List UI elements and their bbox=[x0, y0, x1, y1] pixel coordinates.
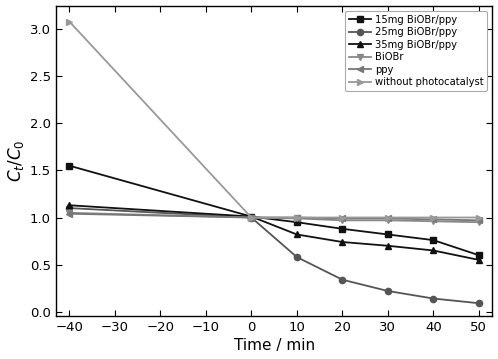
without photocatalyst bbox=[294, 215, 300, 220]
ppy bbox=[430, 217, 436, 222]
15mg BiOBr/ppy bbox=[385, 232, 391, 237]
ppy bbox=[385, 216, 391, 220]
BiOBr bbox=[294, 216, 300, 220]
25mg BiOBr/ppy bbox=[294, 255, 300, 259]
35mg BiOBr/ppy bbox=[339, 240, 345, 244]
ppy bbox=[249, 215, 254, 220]
25mg BiOBr/ppy bbox=[339, 278, 345, 282]
Line: 15mg BiOBr/ppy: 15mg BiOBr/ppy bbox=[66, 163, 482, 258]
25mg BiOBr/ppy bbox=[66, 206, 72, 210]
BiOBr bbox=[339, 218, 345, 223]
Line: ppy: ppy bbox=[66, 211, 482, 223]
35mg BiOBr/ppy bbox=[430, 248, 436, 253]
15mg BiOBr/ppy bbox=[66, 164, 72, 168]
ppy bbox=[339, 216, 345, 220]
25mg BiOBr/ppy bbox=[385, 289, 391, 293]
without photocatalyst bbox=[476, 215, 482, 220]
ppy bbox=[66, 211, 72, 216]
15mg BiOBr/ppy bbox=[249, 214, 254, 219]
Line: 35mg BiOBr/ppy: 35mg BiOBr/ppy bbox=[66, 202, 482, 263]
without photocatalyst bbox=[249, 215, 254, 220]
35mg BiOBr/ppy bbox=[385, 244, 391, 248]
25mg BiOBr/ppy bbox=[476, 301, 482, 306]
15mg BiOBr/ppy bbox=[476, 253, 482, 257]
BiOBr bbox=[430, 219, 436, 223]
without photocatalyst bbox=[66, 19, 72, 24]
Line: BiOBr: BiOBr bbox=[66, 210, 482, 225]
without photocatalyst bbox=[339, 215, 345, 220]
35mg BiOBr/ppy bbox=[66, 203, 72, 208]
without photocatalyst bbox=[430, 215, 436, 220]
without photocatalyst bbox=[385, 215, 391, 220]
25mg BiOBr/ppy bbox=[430, 297, 436, 301]
15mg BiOBr/ppy bbox=[339, 227, 345, 231]
15mg BiOBr/ppy bbox=[294, 220, 300, 224]
BiOBr bbox=[249, 215, 254, 220]
Line: without photocatalyst: without photocatalyst bbox=[66, 18, 482, 221]
Y-axis label: $C_t$/$C_0$: $C_t$/$C_0$ bbox=[5, 140, 25, 182]
X-axis label: Time / min: Time / min bbox=[234, 339, 315, 354]
Legend: 15mg BiOBr/ppy, 25mg BiOBr/ppy, 35mg BiOBr/ppy, BiOBr, ppy, without photocatalys: 15mg BiOBr/ppy, 25mg BiOBr/ppy, 35mg BiO… bbox=[345, 10, 488, 91]
25mg BiOBr/ppy bbox=[249, 215, 254, 220]
35mg BiOBr/ppy bbox=[476, 258, 482, 262]
BiOBr bbox=[476, 220, 482, 224]
35mg BiOBr/ppy bbox=[249, 214, 254, 219]
15mg BiOBr/ppy bbox=[430, 238, 436, 242]
ppy bbox=[476, 218, 482, 223]
Line: 25mg BiOBr/ppy: 25mg BiOBr/ppy bbox=[66, 205, 482, 306]
BiOBr bbox=[66, 211, 72, 215]
ppy bbox=[294, 215, 300, 220]
BiOBr bbox=[385, 218, 391, 223]
35mg BiOBr/ppy bbox=[294, 232, 300, 237]
